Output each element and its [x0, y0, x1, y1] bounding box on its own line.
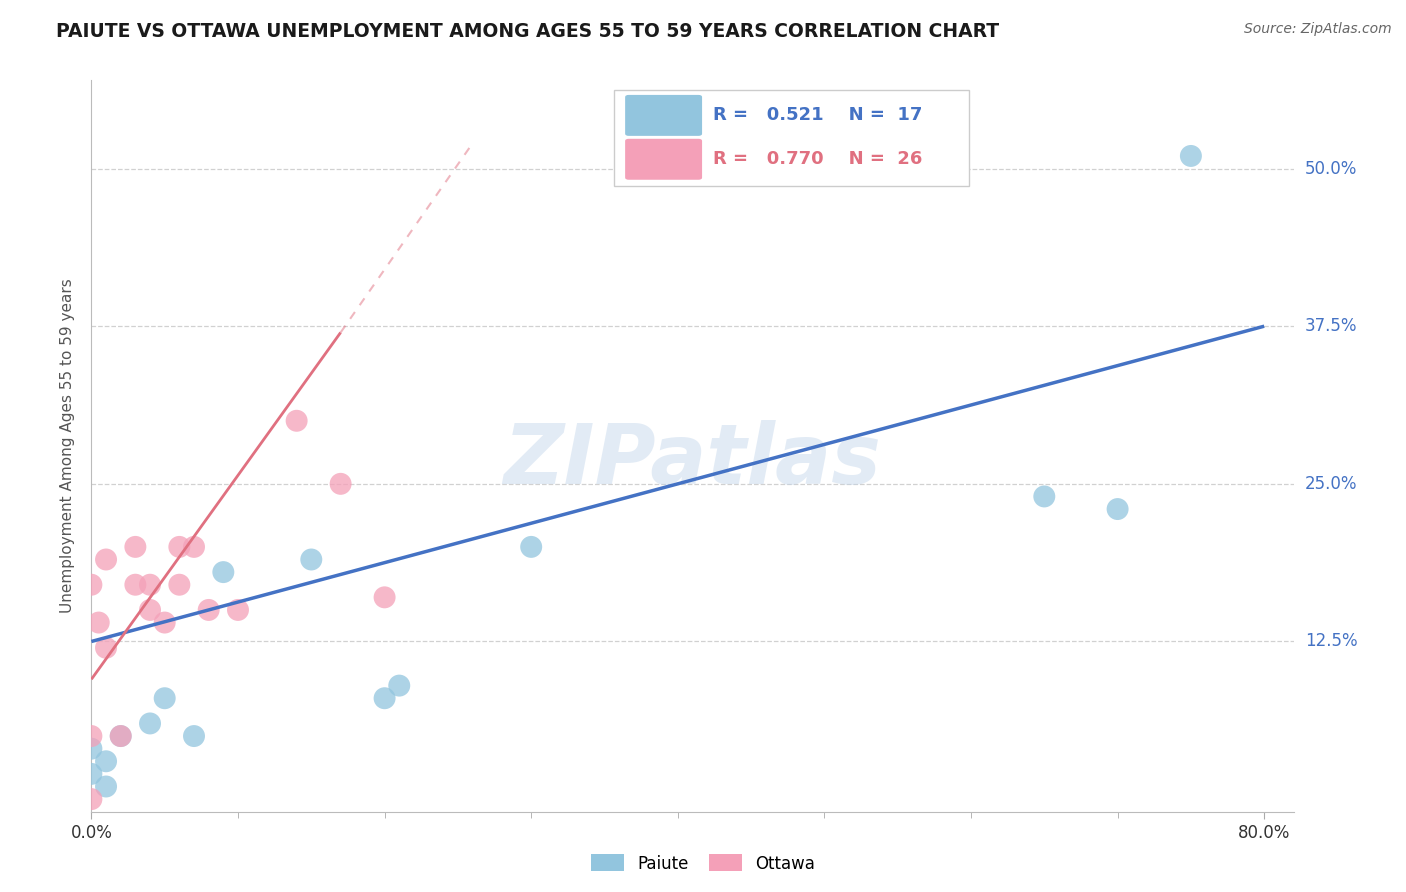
- Point: [169, 578, 191, 592]
- Point: [139, 603, 162, 617]
- Point: [124, 540, 146, 554]
- Text: 25.0%: 25.0%: [1305, 475, 1357, 493]
- Point: [94, 780, 117, 794]
- Text: Source: ZipAtlas.com: Source: ZipAtlas.com: [1244, 22, 1392, 37]
- Legend: Paiute, Ottawa: Paiute, Ottawa: [583, 847, 823, 880]
- Point: [94, 640, 117, 655]
- Point: [110, 729, 132, 743]
- Point: [1033, 490, 1056, 504]
- Text: ZIPatlas: ZIPatlas: [503, 420, 882, 501]
- FancyBboxPatch shape: [626, 139, 702, 180]
- Point: [329, 476, 352, 491]
- Point: [110, 729, 132, 743]
- Point: [169, 540, 191, 554]
- Text: 50.0%: 50.0%: [1305, 160, 1357, 178]
- Point: [80, 767, 103, 781]
- Text: PAIUTE VS OTTAWA UNEMPLOYMENT AMONG AGES 55 TO 59 YEARS CORRELATION CHART: PAIUTE VS OTTAWA UNEMPLOYMENT AMONG AGES…: [56, 22, 1000, 41]
- Text: R =   0.521    N =  17: R = 0.521 N = 17: [713, 106, 922, 124]
- Point: [80, 729, 103, 743]
- Point: [139, 716, 162, 731]
- Point: [87, 615, 110, 630]
- Point: [1107, 502, 1129, 516]
- Text: R =   0.770    N =  26: R = 0.770 N = 26: [713, 150, 922, 169]
- Point: [197, 603, 219, 617]
- FancyBboxPatch shape: [614, 90, 969, 186]
- Point: [1180, 149, 1202, 163]
- Point: [226, 603, 249, 617]
- Point: [80, 741, 103, 756]
- Point: [374, 591, 396, 605]
- Text: 37.5%: 37.5%: [1305, 318, 1357, 335]
- Point: [299, 552, 322, 566]
- Point: [94, 754, 117, 768]
- Text: 12.5%: 12.5%: [1305, 632, 1357, 650]
- Y-axis label: Unemployment Among Ages 55 to 59 years: Unemployment Among Ages 55 to 59 years: [60, 278, 76, 614]
- FancyBboxPatch shape: [626, 95, 702, 136]
- Point: [153, 615, 176, 630]
- Point: [80, 578, 103, 592]
- Point: [124, 578, 146, 592]
- Point: [94, 552, 117, 566]
- Point: [212, 565, 235, 579]
- Point: [183, 729, 205, 743]
- Point: [285, 414, 308, 428]
- Point: [374, 691, 396, 706]
- Point: [139, 578, 162, 592]
- Point: [388, 679, 411, 693]
- Point: [520, 540, 543, 554]
- Point: [183, 540, 205, 554]
- Point: [153, 691, 176, 706]
- Point: [80, 792, 103, 806]
